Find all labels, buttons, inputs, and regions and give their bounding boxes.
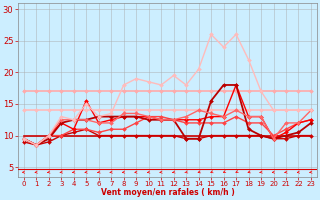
- X-axis label: Vent moyen/en rafales ( km/h ): Vent moyen/en rafales ( km/h ): [100, 188, 234, 197]
